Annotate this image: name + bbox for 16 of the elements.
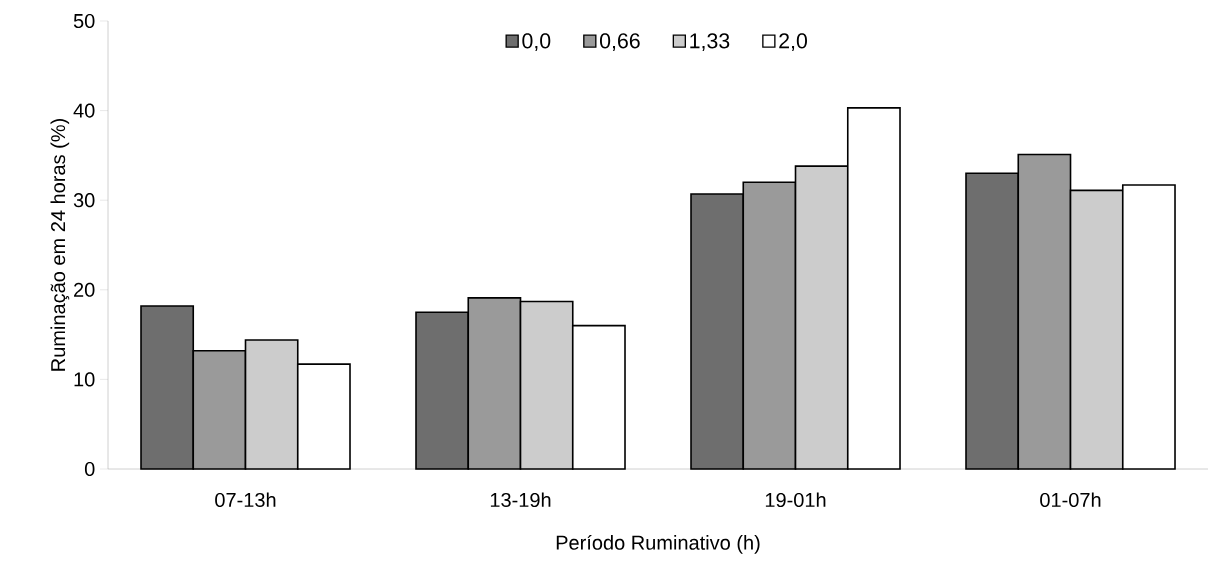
y-tick-label: 0 bbox=[84, 461, 95, 477]
x-axis-title: Período Ruminativo (h) bbox=[556, 534, 760, 554]
x-tick-label: 19-01h bbox=[765, 492, 826, 508]
legend-label: 2,0 bbox=[779, 33, 808, 51]
y-tick-label: 10 bbox=[74, 372, 95, 387]
y-axis-title: Ruminação em 24 horas (%) bbox=[50, 119, 70, 371]
x-tick-label: 07-13h bbox=[215, 492, 276, 508]
x-tick-label: 13-19h bbox=[490, 492, 551, 508]
y-tick-label: 30 bbox=[73, 193, 95, 208]
legend-label: 1,33 bbox=[690, 33, 730, 51]
y-tick-label: 40 bbox=[73, 103, 95, 118]
legend-label: 0,0 bbox=[522, 33, 551, 51]
y-tick-label: 50 bbox=[73, 13, 95, 29]
x-tick-label: 01-07h bbox=[1040, 492, 1101, 508]
legend-label: 0,66 bbox=[599, 33, 640, 51]
y-tick-label: 20 bbox=[74, 282, 95, 297]
